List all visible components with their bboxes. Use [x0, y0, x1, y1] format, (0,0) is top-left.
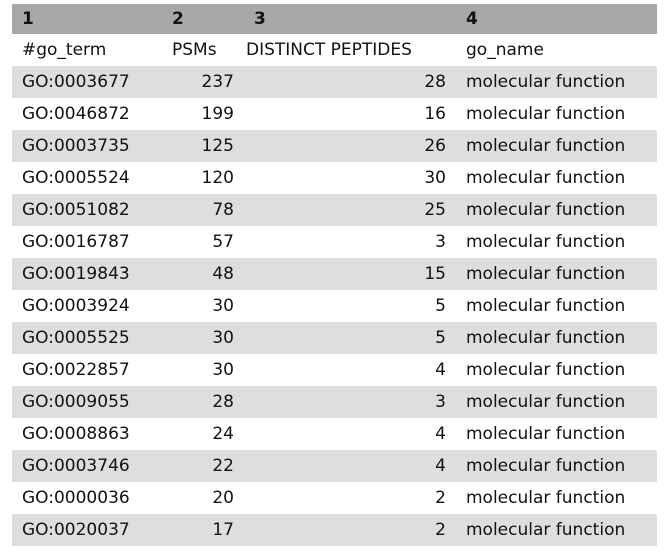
cell-psms: 28: [162, 386, 244, 418]
cell-go-name: molecular function: [456, 258, 657, 290]
cell-psms: 125: [162, 130, 244, 162]
cell-distinct-peptides: 2: [244, 482, 456, 514]
cell-go-name: molecular function: [456, 194, 657, 226]
cell-go-term: GO:0016787: [12, 226, 162, 258]
table-row[interactable]: GO:0003735 125 26 molecular function: [12, 130, 657, 162]
cell-psms: 199: [162, 98, 244, 130]
column-index-1[interactable]: 1: [12, 4, 162, 34]
cell-go-name: molecular function: [456, 354, 657, 386]
cell-psms: 78: [162, 194, 244, 226]
cell-go-term: GO:0046872: [12, 98, 162, 130]
cell-go-term: GO:0008863: [12, 418, 162, 450]
table-header: 1 2 3 4 #go_term PSMs DISTINCT PEPTIDES …: [12, 4, 657, 66]
cell-go-name: molecular function: [456, 482, 657, 514]
cell-go-name: molecular function: [456, 418, 657, 450]
cell-go-term: GO:0051082: [12, 194, 162, 226]
cell-go-term: GO:0020037: [12, 514, 162, 546]
cell-go-name: molecular function: [456, 514, 657, 546]
cell-distinct-peptides: 28: [244, 66, 456, 98]
cell-psms: 57: [162, 226, 244, 258]
cell-distinct-peptides: 5: [244, 322, 456, 354]
table-row[interactable]: GO:0016787 57 3 molecular function: [12, 226, 657, 258]
table-row[interactable]: GO:0020037 17 2 molecular function: [12, 514, 657, 546]
column-index-4[interactable]: 4: [456, 4, 657, 34]
cell-go-name: molecular function: [456, 290, 657, 322]
table-row[interactable]: GO:0005525 30 5 molecular function: [12, 322, 657, 354]
table-row[interactable]: GO:0005524 120 30 molecular function: [12, 162, 657, 194]
table-row[interactable]: GO:0000036 20 2 molecular function: [12, 482, 657, 514]
cell-go-term: GO:0003746: [12, 450, 162, 482]
table-row[interactable]: GO:0008863 24 4 molecular function: [12, 418, 657, 450]
table-row[interactable]: GO:0009055 28 3 molecular function: [12, 386, 657, 418]
cell-go-term: GO:0022857: [12, 354, 162, 386]
cell-distinct-peptides: 3: [244, 386, 456, 418]
table-row[interactable]: GO:0003924 30 5 molecular function: [12, 290, 657, 322]
column-header-go-name[interactable]: go_name: [456, 34, 657, 66]
cell-distinct-peptides: 25: [244, 194, 456, 226]
cell-go-term: GO:0000036: [12, 482, 162, 514]
table-row[interactable]: GO:0019843 48 15 molecular function: [12, 258, 657, 290]
column-index-2[interactable]: 2: [162, 4, 244, 34]
cell-distinct-peptides: 4: [244, 418, 456, 450]
column-header-psms[interactable]: PSMs: [162, 34, 244, 66]
cell-go-term: GO:0003924: [12, 290, 162, 322]
cell-go-term: GO:0019843: [12, 258, 162, 290]
cell-go-name: molecular function: [456, 386, 657, 418]
cell-distinct-peptides: 5: [244, 290, 456, 322]
cell-go-name: molecular function: [456, 130, 657, 162]
cell-go-name: molecular function: [456, 322, 657, 354]
cell-psms: 30: [162, 322, 244, 354]
cell-psms: 237: [162, 66, 244, 98]
cell-go-name: molecular function: [456, 450, 657, 482]
table-row[interactable]: GO:0003677 237 28 molecular function: [12, 66, 657, 98]
cell-go-term: GO:0005525: [12, 322, 162, 354]
column-index-row: 1 2 3 4: [12, 4, 657, 34]
table-row[interactable]: GO:0051082 78 25 molecular function: [12, 194, 657, 226]
cell-distinct-peptides: 2: [244, 514, 456, 546]
cell-go-term: GO:0003677: [12, 66, 162, 98]
column-header-distinct-peptides[interactable]: DISTINCT PEPTIDES: [244, 34, 456, 66]
table-row[interactable]: GO:0003746 22 4 molecular function: [12, 450, 657, 482]
table-row[interactable]: GO:0046872 199 16 molecular function: [12, 98, 657, 130]
column-index-3[interactable]: 3: [244, 4, 456, 34]
cell-psms: 30: [162, 354, 244, 386]
cell-distinct-peptides: 15: [244, 258, 456, 290]
cell-distinct-peptides: 26: [244, 130, 456, 162]
column-name-row: #go_term PSMs DISTINCT PEPTIDES go_name: [12, 34, 657, 66]
cell-go-term: GO:0003735: [12, 130, 162, 162]
cell-distinct-peptides: 4: [244, 450, 456, 482]
cell-distinct-peptides: 30: [244, 162, 456, 194]
cell-go-name: molecular function: [456, 226, 657, 258]
cell-go-name: molecular function: [456, 162, 657, 194]
go-term-table: 1 2 3 4 #go_term PSMs DISTINCT PEPTIDES …: [12, 4, 657, 546]
table-body: GO:0003677 237 28 molecular function GO:0046…: [12, 66, 657, 546]
cell-psms: 48: [162, 258, 244, 290]
column-header-go-term[interactable]: #go_term: [12, 34, 162, 66]
cell-psms: 17: [162, 514, 244, 546]
go-term-table-container: 1 2 3 4 #go_term PSMs DISTINCT PEPTIDES …: [12, 4, 657, 546]
cell-distinct-peptides: 16: [244, 98, 456, 130]
cell-psms: 30: [162, 290, 244, 322]
cell-go-term: GO:0009055: [12, 386, 162, 418]
table-row[interactable]: GO:0022857 30 4 molecular function: [12, 354, 657, 386]
cell-go-term: GO:0005524: [12, 162, 162, 194]
cell-distinct-peptides: 4: [244, 354, 456, 386]
cell-go-name: molecular function: [456, 98, 657, 130]
cell-psms: 120: [162, 162, 244, 194]
cell-psms: 20: [162, 482, 244, 514]
cell-psms: 22: [162, 450, 244, 482]
cell-go-name: molecular function: [456, 66, 657, 98]
cell-psms: 24: [162, 418, 244, 450]
cell-distinct-peptides: 3: [244, 226, 456, 258]
